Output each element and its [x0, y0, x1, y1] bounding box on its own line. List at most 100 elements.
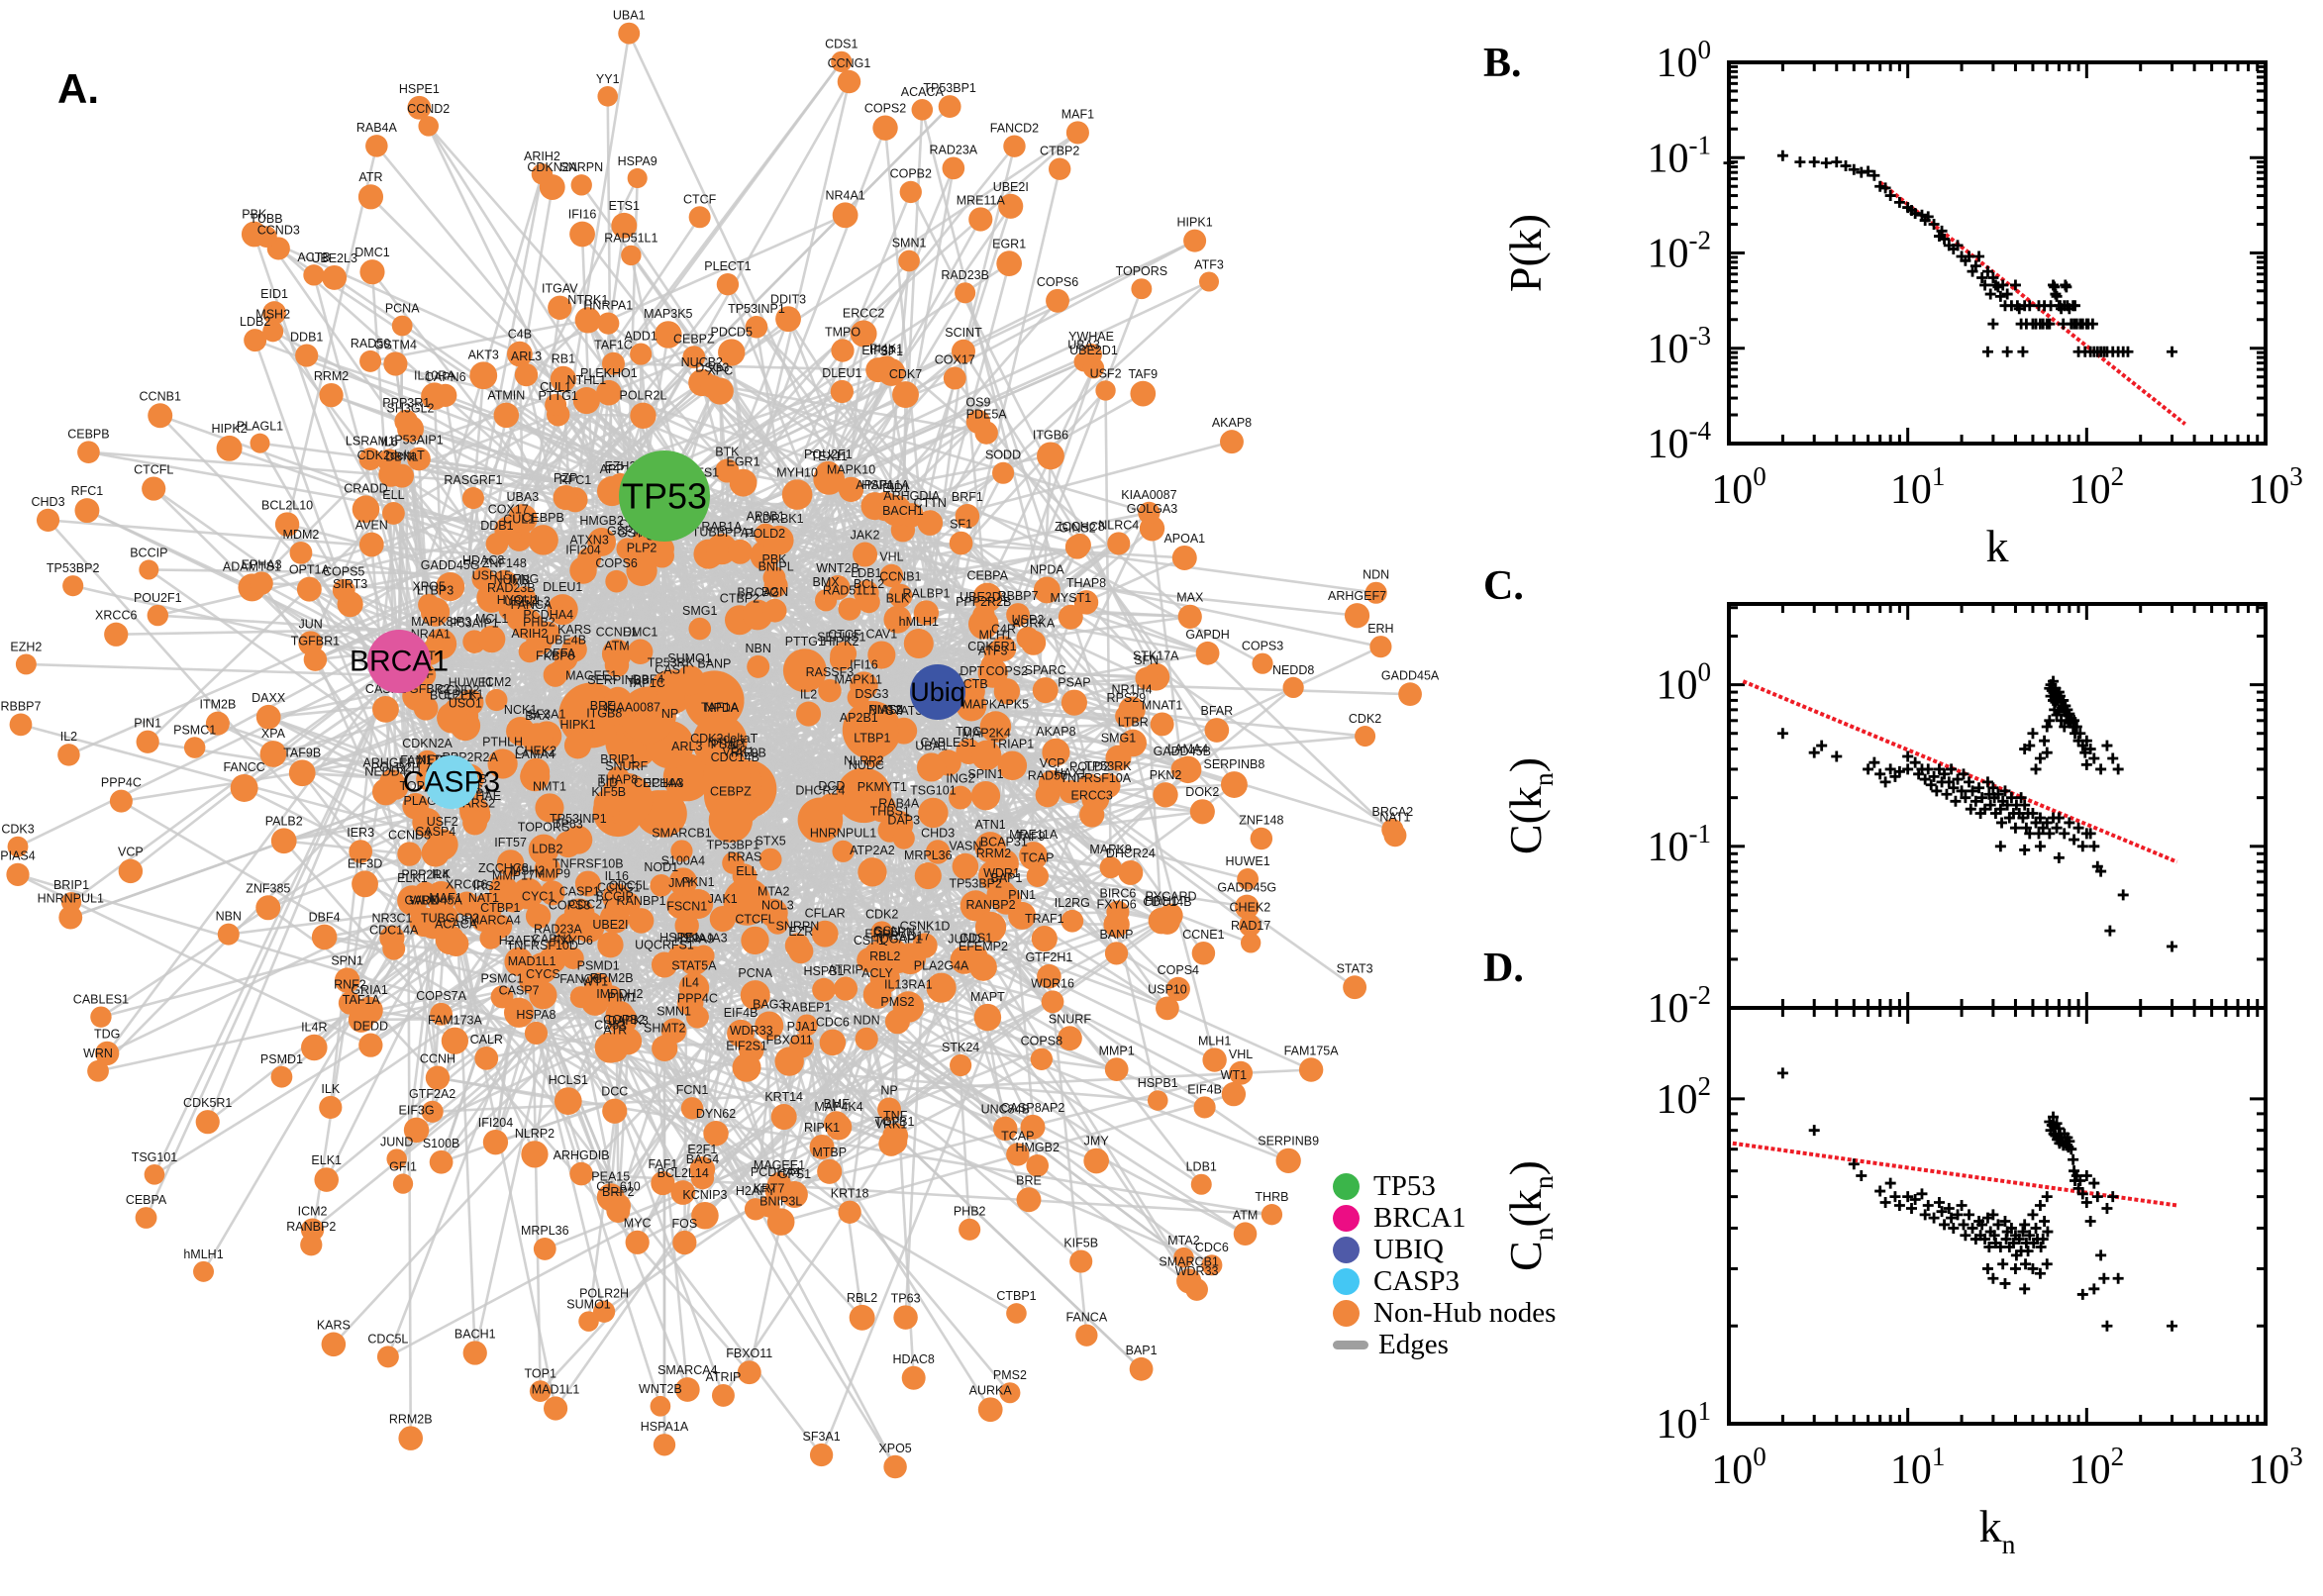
scatter-point: [1816, 740, 1828, 751]
scatter-point: [2039, 1216, 2051, 1227]
tick-label: 10-3: [1648, 321, 1712, 372]
tick-label: 102: [2070, 1442, 2125, 1493]
scatter-point: [2101, 1320, 2113, 1332]
scatter-point: [2167, 346, 2178, 357]
scatter-point: [2107, 752, 2119, 764]
scatter-point: [2053, 851, 2065, 863]
scatter-points: [1776, 1067, 2178, 1332]
scatter-point: [2117, 889, 2129, 901]
legend-item-brca1: BRCA1: [1333, 1202, 1556, 1234]
tick-label: 10-2: [1648, 226, 1712, 277]
scatter-point: [1922, 1199, 1934, 1211]
scatter-point: [1981, 265, 1993, 277]
legend-label: BRCA1: [1373, 1201, 1466, 1234]
scatter-point: [2098, 1272, 2110, 1284]
scatter-point: [1776, 728, 1788, 740]
scatter-point: [2022, 1246, 2034, 1257]
scatter-point: [2019, 844, 2031, 855]
scatter-point: [2101, 740, 2113, 751]
axis-ticks: [1727, 60, 2268, 446]
scatter-point: [2167, 1320, 2178, 1332]
legend-item-casp3: CASP3: [1333, 1265, 1556, 1297]
scatter-point: [1820, 157, 1832, 169]
scatter-point: [2101, 1203, 2113, 1215]
network-edge: [613, 361, 878, 371]
scatter-point: [2041, 747, 2053, 758]
axis-ticks: [1727, 604, 2268, 1010]
network-edge: [1151, 528, 1184, 770]
network-edge: [404, 421, 413, 1439]
scatter-point: [2027, 1209, 2039, 1221]
scatter-point: [1916, 1188, 1928, 1200]
tick-label: 10-2: [1648, 980, 1712, 1032]
scatter-point: [1874, 1185, 1886, 1197]
scatter-point: [2019, 1283, 2031, 1295]
scatter-point: [1879, 776, 1891, 788]
plot-panel-C: 100 10-1 10-2 C(kn): [1500, 602, 2268, 1032]
scatter-point: [2107, 1191, 2119, 1203]
nonhub-swatch-icon: [1333, 1299, 1360, 1327]
legend-item-nonhub: Non-Hub nodes: [1333, 1297, 1556, 1329]
tick-label: 102: [2070, 461, 2125, 513]
panel-letter-c: C.: [1483, 563, 1524, 609]
scatter-point: [1808, 747, 1820, 758]
scatter-point: [2076, 841, 2088, 852]
scatter-point: [2167, 941, 2178, 952]
scatter-point: [2112, 1272, 2124, 1284]
scatter-point: [1981, 346, 1993, 357]
scatter-point: [1884, 1177, 1896, 1189]
legend-label: Edges: [1378, 1328, 1449, 1360]
scatter-point: [2041, 1258, 2053, 1270]
scatter-point: [2088, 1283, 2100, 1295]
scatter-point: [2017, 346, 2029, 357]
scatter-point: [1941, 788, 1953, 800]
legend-item-edges: Edges: [1333, 1329, 1556, 1360]
scatter-point: [2084, 1216, 2096, 1227]
scatter-point: [2059, 828, 2070, 840]
scatter-point: [2034, 752, 2046, 764]
scatter-point: [2051, 822, 2063, 834]
scatter-point: [1808, 156, 1820, 168]
scatter-point: [2069, 834, 2080, 846]
scatter-point: [2053, 812, 2065, 824]
scatter-point: [2044, 828, 2056, 840]
scatter-point: [1868, 756, 1880, 768]
scatter-point: [2088, 752, 2100, 764]
network-edge: [1085, 601, 1158, 678]
tick-label: 100: [1657, 657, 1712, 709]
panel-letter-d: D.: [1483, 946, 1524, 991]
scatter-point: [1879, 1196, 1891, 1208]
scatter-point: [1922, 763, 1934, 775]
network-edge: [544, 1037, 1070, 1250]
tick-label: 10-4: [1648, 416, 1712, 467]
scatter-point: [2027, 728, 2039, 740]
scatter-point: [1776, 150, 1788, 161]
scatter-point: [1950, 795, 1962, 807]
tick-label: 10-1: [1648, 130, 1712, 181]
scatter-point: [2061, 281, 2072, 293]
network-edge: [608, 355, 695, 394]
scatter-point: [2009, 1262, 2021, 1274]
tick-label: 100: [1711, 1442, 1767, 1493]
scatter-point: [1863, 763, 1874, 775]
tick-label: 10-1: [1648, 819, 1712, 870]
network-edge: [701, 381, 1150, 515]
scatter-point: [1831, 750, 1843, 762]
network-panel: CDC14BTHAP8KIAA0087TP53RKCDC14AMAGEE1DHC…: [0, 9, 1440, 1479]
axis-title: P(k): [1500, 214, 1551, 292]
scatter-point: [2034, 841, 2046, 852]
scatter-point: [1960, 1230, 1971, 1242]
scatter-point: [1994, 841, 2006, 852]
plot-frame: [1727, 60, 2268, 446]
scatter-point: [1987, 1272, 1999, 1284]
scatter-point: [1776, 1067, 1788, 1079]
scatter-point: [2039, 735, 2051, 747]
scatter-point: [2041, 1191, 2053, 1203]
plot-panel-B: 100 101 102 103 100 10-1 10-2 10-3 10-4 P(k) k: [1500, 35, 2303, 571]
panel-letter-b: B.: [1483, 41, 1522, 86]
tick-label: 103: [2248, 461, 2303, 513]
axis-title: kn: [1979, 1501, 2016, 1559]
